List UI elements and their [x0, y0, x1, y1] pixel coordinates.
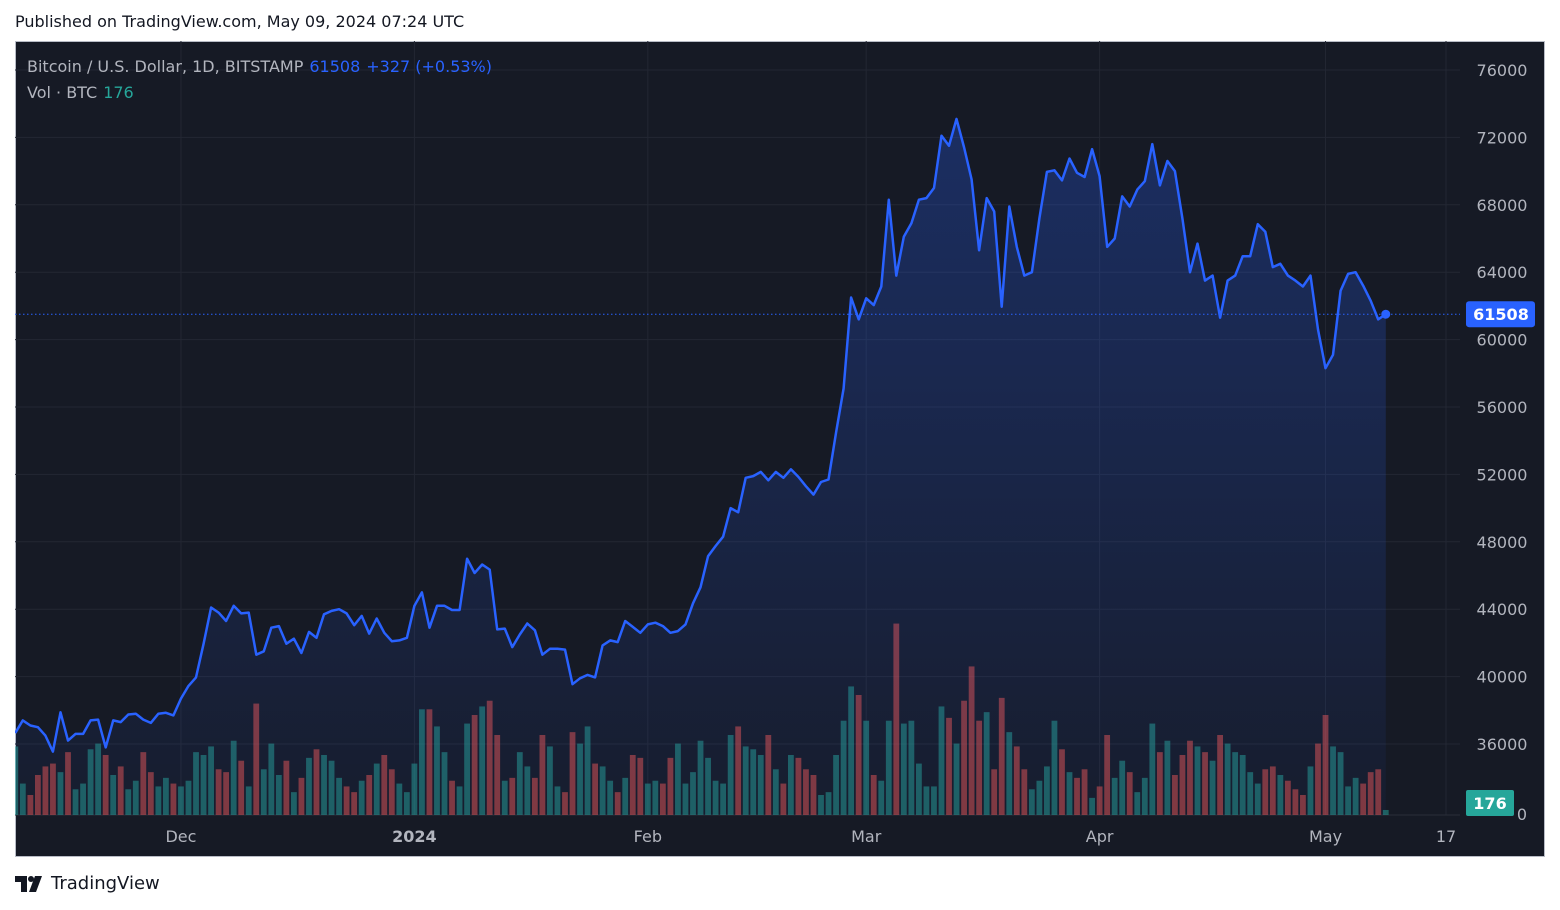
symbol-title: Bitcoin / U.S. Dollar, 1D, BITSTAMP: [27, 57, 304, 76]
time-tick-label: 17: [1436, 827, 1456, 846]
price-tick-label: 60000: [1477, 331, 1528, 350]
published-caption: Published on TradingView.com, May 09, 20…: [15, 12, 465, 31]
tradingview-logo-icon: [15, 875, 42, 892]
time-tick-label: Mar: [851, 827, 882, 846]
price-area-fill: [15, 118, 1386, 815]
time-tick-label: Feb: [634, 827, 662, 846]
brand-name: TradingView: [51, 873, 160, 894]
chart-legend: Bitcoin / U.S. Dollar, 1D, BITSTAMP 61508…: [27, 54, 492, 106]
time-tick-label: Dec: [165, 827, 196, 846]
price-axis[interactable]: 76000 72000 68000 64000 60000 56000 52000 48000…: [1466, 61, 1535, 824]
price-tick-label: 56000: [1477, 398, 1528, 417]
last-price: 61508: [309, 57, 361, 76]
volume-value: 176: [103, 83, 134, 102]
time-axis[interactable]: Dec 2024 Feb Mar Apr May 17: [165, 827, 1456, 846]
price-tick-label: 64000: [1477, 263, 1528, 282]
price-chart[interactable]: 76000 72000 68000 64000 60000 56000 52000 48000…: [15, 41, 1545, 857]
price-tick-label: 48000: [1477, 533, 1528, 552]
volume-axis-label: 0: [1517, 805, 1527, 824]
volume-legend-row[interactable]: Vol · BTC 176: [27, 80, 492, 106]
time-tick-label: Apr: [1086, 827, 1114, 846]
price-tick-label: 52000: [1477, 465, 1528, 484]
symbol-legend-row[interactable]: Bitcoin / U.S. Dollar, 1D, BITSTAMP 61508…: [27, 54, 492, 80]
last-volume-badge: [1466, 790, 1514, 816]
last-price-badge-label: 61508: [1473, 305, 1529, 324]
price-tick-label: 76000: [1477, 61, 1528, 80]
time-tick-label: 2024: [392, 827, 437, 846]
last-price-dot: [1381, 309, 1391, 319]
tradingview-logo[interactable]: TradingView: [15, 873, 160, 894]
volume-title: Vol · BTC: [27, 83, 98, 102]
price-tick-label: 72000: [1477, 128, 1528, 147]
price-line: [15, 117, 1387, 753]
last-price-badge: [1466, 301, 1535, 328]
price-tick-label: 68000: [1477, 196, 1528, 215]
price-tick-label: 44000: [1477, 600, 1528, 619]
last-volume-badge-label: 176: [1473, 794, 1506, 813]
price-change: +327 (+0.53%): [366, 57, 492, 76]
time-tick-label: May: [1309, 827, 1342, 846]
price-tick-label: 36000: [1477, 735, 1528, 754]
price-tick-label: 40000: [1477, 668, 1528, 687]
